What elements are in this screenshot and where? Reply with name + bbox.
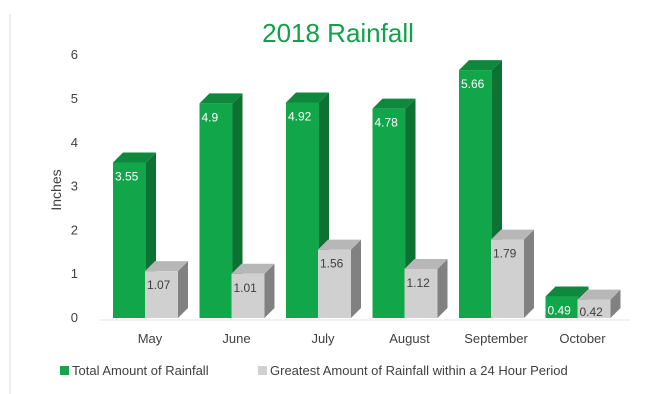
- bar-front: [545, 296, 579, 318]
- bar-top: [459, 60, 502, 71]
- y-tick-label: 3: [71, 179, 78, 194]
- bar: [145, 261, 188, 318]
- data-label: 1.12: [407, 276, 431, 290]
- data-label: 4.9: [202, 110, 219, 124]
- category-labels: May June July August September October: [138, 331, 607, 346]
- bar-side: [610, 289, 621, 318]
- bar-top: [577, 289, 621, 300]
- legend: Total Amount of Rainfall Greatest Amount …: [60, 363, 568, 378]
- category-label: May: [138, 331, 163, 346]
- bar-top: [286, 92, 329, 103]
- y-axis-label: Inches: [48, 169, 64, 210]
- data-label: 1.07: [147, 278, 171, 292]
- bar-side: [264, 263, 275, 318]
- bar-side: [232, 93, 243, 318]
- bar-top: [113, 152, 156, 163]
- legend-label: Total Amount of Rainfall: [72, 363, 209, 378]
- category-label: August: [389, 331, 430, 346]
- bar-front: [145, 271, 178, 318]
- bar-top: [404, 258, 448, 269]
- y-tick-labels: 0 1 2 3 4 5 6: [71, 47, 78, 325]
- bar-side: [437, 258, 448, 318]
- chart-title: 2018 Rainfall: [262, 18, 414, 48]
- data-label: 5.66: [461, 77, 485, 91]
- bars: 3.55 1.07 4.9 1.01 4.92 1.56 4.78 1.12 5.66 1.79 0…: [113, 60, 621, 319]
- bar-front: [491, 239, 524, 318]
- y-tick-label: 2: [71, 222, 78, 237]
- legend-label: Greatest Amount of Rainfall within a 24 …: [270, 363, 568, 378]
- bar-side: [524, 229, 534, 318]
- data-label: 0.49: [548, 304, 572, 318]
- bar-top: [199, 93, 243, 104]
- bar-side: [351, 239, 361, 318]
- bar: [577, 289, 621, 318]
- y-tick-label: 5: [71, 91, 78, 106]
- data-label: 4.78: [375, 116, 399, 130]
- bar-top: [318, 239, 361, 250]
- category-label: July: [311, 331, 335, 346]
- bar-front: [286, 102, 319, 318]
- bar-front: [459, 70, 492, 318]
- category-label: June: [222, 331, 250, 346]
- data-label: 1.79: [493, 247, 517, 261]
- bar-front: [113, 162, 146, 318]
- data-label: 3.55: [115, 170, 139, 184]
- bar: [491, 229, 534, 318]
- bar-top: [545, 286, 589, 297]
- bar-front: [231, 273, 265, 318]
- legend-swatch: [60, 366, 69, 375]
- bar: [231, 263, 275, 318]
- y-tick-label: 6: [71, 47, 78, 62]
- data-label: 1.01: [234, 281, 258, 295]
- category-label: September: [464, 331, 528, 346]
- data-label: 0.42: [580, 305, 604, 319]
- bar-front: [199, 103, 233, 318]
- bar-front: [577, 299, 611, 318]
- y-tick-label: 0: [71, 310, 78, 325]
- y-tick-label: 1: [71, 266, 78, 281]
- bar-front: [404, 268, 438, 318]
- bar: [199, 93, 243, 318]
- legend-swatch: [258, 366, 267, 375]
- data-label: 4.92: [288, 110, 312, 124]
- category-label: October: [559, 331, 606, 346]
- bar: [372, 98, 416, 318]
- bar-front: [372, 108, 406, 318]
- top-strip: [0, 0, 657, 14]
- bar-top: [145, 261, 188, 272]
- bar: [404, 258, 448, 318]
- bar-top: [491, 229, 534, 240]
- data-label: 1.56: [320, 257, 344, 271]
- bar-top: [231, 263, 275, 274]
- bar-side: [178, 261, 188, 318]
- y-tick-label: 4: [71, 135, 78, 150]
- bar-top: [372, 98, 416, 109]
- bar: [318, 239, 361, 318]
- bar-front: [318, 249, 351, 318]
